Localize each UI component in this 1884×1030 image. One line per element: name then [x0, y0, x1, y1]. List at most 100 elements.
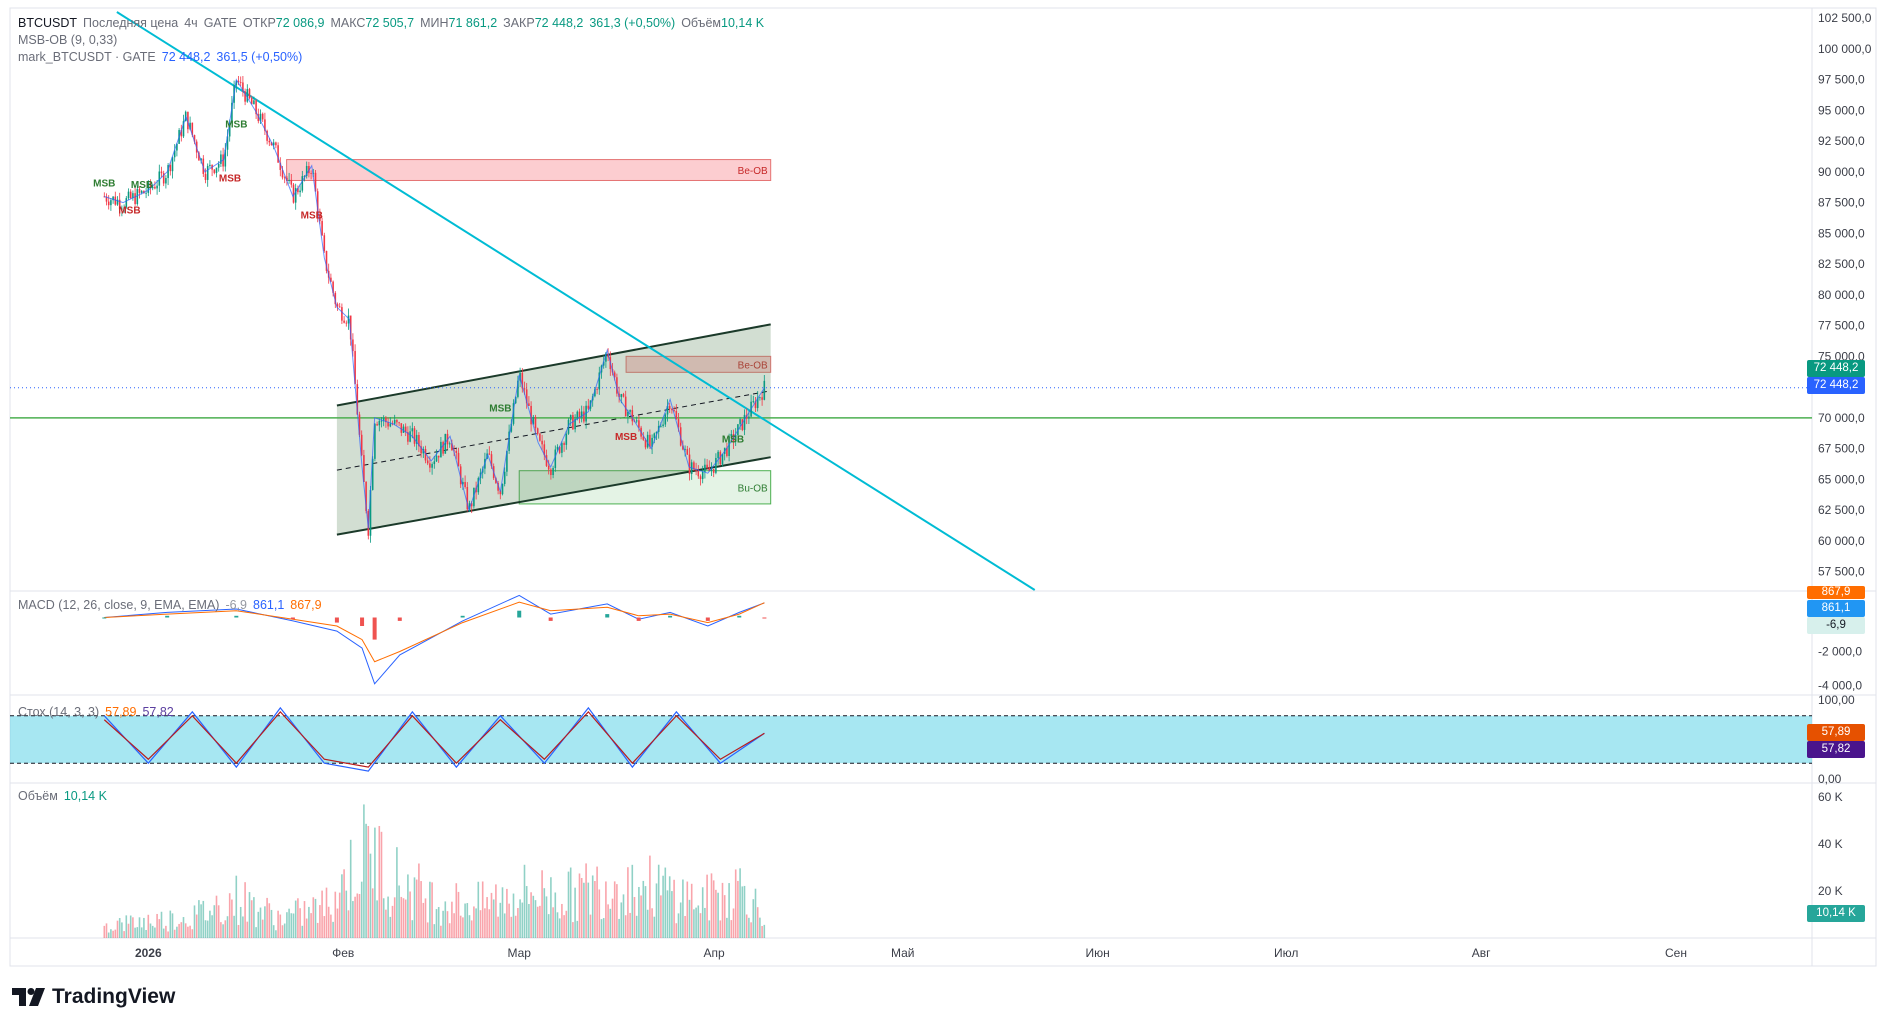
x-tick-label: Авг: [1472, 946, 1491, 960]
price-y-tick-label: 62 500,0: [1818, 503, 1865, 517]
candle-body: [748, 416, 750, 419]
volume-bar: [400, 896, 403, 938]
stoch-legend[interactable]: Стох (14, 3, 3) 57,89 57,82: [18, 705, 180, 719]
volume-bar: [620, 902, 623, 938]
volume-bar: [275, 930, 277, 938]
macd-hist-bar: [334, 617, 339, 623]
volume-bar: [305, 918, 308, 938]
volume-bar: [422, 902, 425, 938]
candle-body: [409, 431, 411, 442]
legend-volume-name: Объём: [18, 789, 58, 803]
macd-hist-bar: [372, 617, 377, 640]
candle-body: [239, 82, 242, 84]
candle-body: [743, 414, 746, 430]
candle-body: [517, 380, 519, 397]
volume-bar: [347, 910, 350, 938]
volume-bar: [668, 876, 671, 938]
volume-bar: [534, 900, 537, 938]
msb-bear-label: MSB: [615, 432, 637, 443]
volume-bar: [310, 913, 312, 938]
candle-body: [356, 384, 359, 415]
price-y-tick-label: 100 000,0: [1818, 42, 1872, 56]
volume-bar: [717, 892, 719, 938]
candle-body: [514, 396, 517, 404]
volume-bar: [607, 904, 609, 938]
volume-bar: [288, 908, 290, 938]
legend-volume-value: 10,14 K: [721, 16, 765, 30]
volume-bar: [605, 881, 607, 938]
candle-body: [363, 455, 365, 482]
volume-bar: [556, 912, 559, 938]
volume-bar: [279, 914, 282, 938]
volume-bar: [666, 890, 669, 938]
candle-body: [402, 426, 405, 433]
bear-order-block: [625, 355, 772, 373]
volume-bar: [228, 893, 231, 938]
msb-bull-label: MSB: [225, 120, 247, 131]
macd-hist-bar: [737, 615, 742, 618]
volume-bar: [554, 892, 557, 938]
volume-bar: [486, 897, 488, 938]
legend-symbol[interactable]: BTCUSDT: [18, 16, 78, 30]
volume-bar: [202, 900, 205, 938]
volume-bar: [699, 913, 702, 938]
price-y-tick-label: 82 500,0: [1818, 257, 1865, 271]
chart-frame: [9, 7, 1877, 967]
x-tick-label: Мар: [507, 946, 531, 960]
volume-bar: [558, 918, 561, 938]
volume-bar: [726, 917, 728, 938]
candle-body: [255, 100, 257, 115]
volume-bar: [387, 896, 389, 938]
volume-bar: [321, 890, 323, 938]
candle-body: [666, 405, 669, 415]
volume-bar: [763, 924, 766, 938]
msb-legend[interactable]: MSB-OB (9, 0,33): [18, 33, 123, 47]
volume-bars: [103, 804, 766, 938]
candle-body: [160, 171, 163, 174]
volume-bar: [255, 927, 257, 938]
price-y-tick-label: 90 000,0: [1818, 165, 1865, 179]
macd-legend[interactable]: MACD (12, 26, close, 9, EMA, EMA) -6,9 861…: [18, 598, 328, 612]
descending-trendline: [116, 11, 1036, 591]
stoch-y-tick-label: 0,00: [1818, 772, 1842, 786]
legend-close-value: 72 448,2: [534, 16, 584, 30]
candle-body: [213, 169, 216, 173]
tradingview-logo[interactable]: TradingView: [12, 985, 175, 1009]
candle-body: [191, 122, 194, 136]
bear-ob-label: Be-OB: [738, 360, 768, 371]
x-tick-label: Май: [891, 946, 915, 960]
volume-bar: [484, 908, 486, 938]
channel-midline: [336, 390, 771, 471]
candle-body: [697, 470, 700, 477]
candle-body: [382, 417, 385, 421]
volume-bar: [127, 923, 130, 938]
candle-body: [660, 425, 662, 427]
volume-bar: [426, 922, 429, 938]
volume-bar: [286, 912, 288, 938]
candle-body: [371, 458, 374, 490]
volume-legend[interactable]: Объём 10,14 K: [18, 789, 113, 803]
legend-volume-label: Объём: [681, 16, 722, 30]
volume-bar: [195, 914, 198, 938]
candle-body: [726, 447, 728, 457]
candle-body: [470, 503, 473, 507]
candle-body: [176, 143, 178, 151]
candle-body: [455, 450, 458, 453]
volume-bar: [539, 905, 541, 938]
volume-bar: [261, 919, 264, 938]
mark-legend[interactable]: mark_BTCUSDT · GATE 72 448,2 361,5 (+0,50%…: [18, 50, 308, 64]
candle-body: [631, 410, 634, 422]
volume-bar: [635, 915, 638, 938]
brand-name: TradingView: [52, 985, 176, 1008]
candle-body: [369, 489, 372, 536]
volume-bar: [123, 931, 125, 938]
candle-body: [464, 482, 466, 488]
volume-bar: [671, 891, 673, 938]
candle-body: [605, 353, 607, 362]
candle-body: [354, 351, 356, 385]
volume-bar: [176, 926, 178, 938]
volume-bar: [613, 881, 616, 938]
legend-macd-signal: 867,9: [290, 598, 322, 612]
